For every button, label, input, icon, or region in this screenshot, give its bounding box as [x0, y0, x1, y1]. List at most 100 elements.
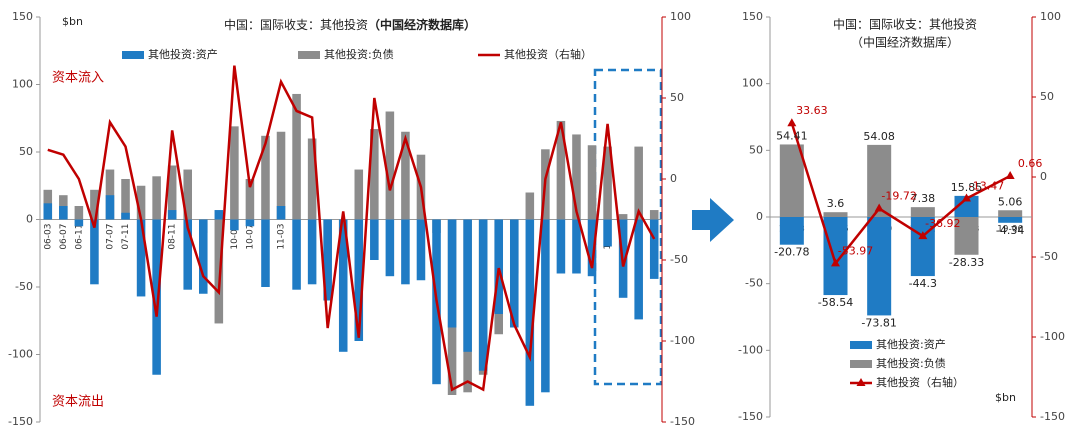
bar — [910, 207, 935, 217]
data-label: -4.34 — [996, 224, 1024, 237]
unit: $bn — [995, 391, 1016, 404]
bar — [634, 219, 643, 320]
bar — [183, 169, 193, 220]
bar — [167, 210, 177, 220]
legend-marker — [856, 378, 866, 386]
legend-label: 其他投资:资产 — [148, 47, 218, 61]
bar — [634, 146, 643, 220]
y2-tick-label: -50 — [670, 253, 688, 266]
bar — [105, 169, 115, 220]
bar — [261, 135, 270, 220]
bar — [307, 138, 317, 220]
legend-swatch — [298, 51, 320, 59]
x-tick-label: 10-03 — [230, 224, 240, 250]
y-tick-label: 150 — [742, 10, 763, 23]
bar — [823, 217, 848, 296]
bar — [307, 219, 317, 285]
x-tick-label: 08-11 — [168, 224, 178, 250]
bar — [401, 131, 410, 220]
bar — [572, 219, 581, 274]
bar — [167, 165, 177, 220]
bar — [867, 217, 892, 316]
title-main: 中国：国际收支：其他投资 — [224, 17, 368, 32]
chart-title: 中国：国际收支：其他投资 — [833, 17, 977, 32]
y2-tick-label: -150 — [1040, 410, 1065, 423]
bar — [572, 134, 581, 220]
bar — [90, 219, 99, 285]
y2-tick-label: 100 — [670, 10, 691, 23]
bar — [603, 146, 612, 220]
x-tick-label: 06-11 — [74, 224, 84, 250]
y-tick-label: 150 — [12, 10, 33, 23]
bar — [525, 192, 535, 220]
y-tick-label: 100 — [742, 77, 763, 90]
data-label: -19.72 — [881, 190, 916, 203]
legend-label: 其他投资:负债 — [324, 47, 394, 61]
data-label: -28.33 — [949, 256, 984, 269]
bar — [245, 179, 255, 220]
data-label: -73.81 — [861, 316, 896, 329]
bar — [779, 144, 804, 217]
legend-label: 其他投资（右轴） — [876, 375, 964, 389]
y2-tick-label: 50 — [1040, 90, 1054, 103]
bar — [823, 212, 848, 217]
bar — [338, 219, 348, 352]
y2-tick-label: -100 — [670, 334, 695, 347]
x-tick-label: 07-11 — [121, 224, 131, 250]
annotation: 资本流出 — [52, 395, 104, 410]
y2-tick-label: -150 — [670, 415, 695, 428]
marker — [918, 231, 928, 240]
y-tick-label: -100 — [738, 343, 763, 356]
bar — [136, 219, 146, 297]
legend-swatch — [850, 360, 872, 368]
bar — [370, 129, 379, 220]
arrow — [692, 198, 734, 242]
data-label: -20.78 — [774, 246, 809, 259]
bar — [230, 219, 239, 231]
bar — [230, 126, 239, 220]
bar — [541, 219, 550, 393]
x-tick-label: 19-06 — [997, 225, 1023, 235]
y2-tick-label: 50 — [670, 91, 684, 104]
line — [790, 122, 1011, 266]
x-tick-label: 06-03 — [43, 224, 53, 250]
bar — [276, 131, 286, 220]
y-tick-label: 50 — [749, 143, 763, 156]
bar — [649, 219, 659, 279]
bar — [292, 219, 301, 290]
bar — [121, 212, 130, 220]
bar — [416, 219, 426, 281]
bar — [509, 219, 519, 328]
bar — [401, 219, 410, 285]
bar — [276, 206, 286, 220]
bar — [998, 217, 1023, 223]
marker — [787, 118, 797, 127]
data-label: 5.06 — [998, 195, 1023, 208]
y-tick-label: 100 — [12, 78, 33, 91]
bar — [525, 219, 535, 406]
y2-tick-label: -50 — [1040, 250, 1058, 263]
legend-swatch — [122, 51, 144, 59]
title-source: （中国经济数据库） — [368, 17, 476, 32]
bar — [385, 219, 395, 277]
data-label: 0.66 — [1018, 157, 1043, 170]
legend-swatch — [850, 341, 872, 349]
bar — [214, 210, 224, 220]
unit: $bn — [62, 15, 83, 28]
data-label: 3.6 — [827, 197, 845, 210]
bar — [587, 145, 597, 220]
y-tick-label: 50 — [19, 145, 33, 158]
y-tick-label: 0 — [756, 210, 763, 223]
bar — [292, 93, 301, 220]
y-tick-label: -100 — [8, 348, 33, 361]
chart-title: 中国：国际收支：其他投资（中国经济数据库） — [224, 17, 476, 32]
y2-tick-label: 0 — [670, 172, 677, 185]
bar — [90, 189, 99, 220]
y2-tick-label: 0 — [1040, 170, 1047, 183]
bar — [245, 219, 255, 227]
y-tick-label: -150 — [8, 415, 33, 428]
bar — [478, 219, 488, 371]
bar — [779, 217, 804, 245]
bar — [43, 203, 53, 220]
data-label: 54.08 — [863, 130, 895, 143]
